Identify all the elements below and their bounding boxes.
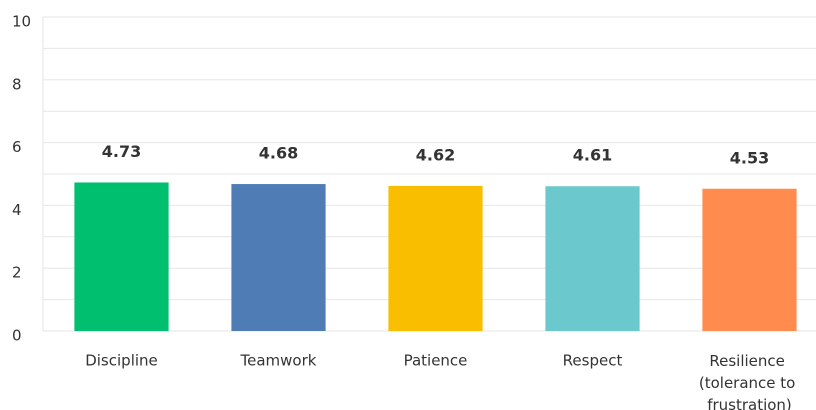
x-tick-label: Respect [563,352,623,370]
y-tick-label: 0 [12,327,22,345]
bar [74,182,169,331]
y-tick-label: 10 [12,13,31,31]
y-tick-label: 8 [12,75,22,93]
bar [231,184,326,331]
bar [702,188,797,331]
x-tick-label: Discipline [85,352,158,370]
bar [388,185,483,331]
x-tick-label: Resilience (tolerance to frustration) [699,352,800,410]
x-tick-label: Patience [404,352,468,370]
bar [545,186,640,331]
x-tick-label: Teamwork [240,352,317,370]
value-label: 4.53 [730,148,769,167]
value-label: 4.62 [416,145,455,164]
y-tick-label: 2 [12,264,22,282]
value-label: 4.73 [102,142,141,161]
value-label: 4.61 [573,146,612,165]
y-tick-label: 6 [12,138,22,156]
y-tick-label: 4 [12,201,22,219]
value-label: 4.68 [259,144,298,163]
